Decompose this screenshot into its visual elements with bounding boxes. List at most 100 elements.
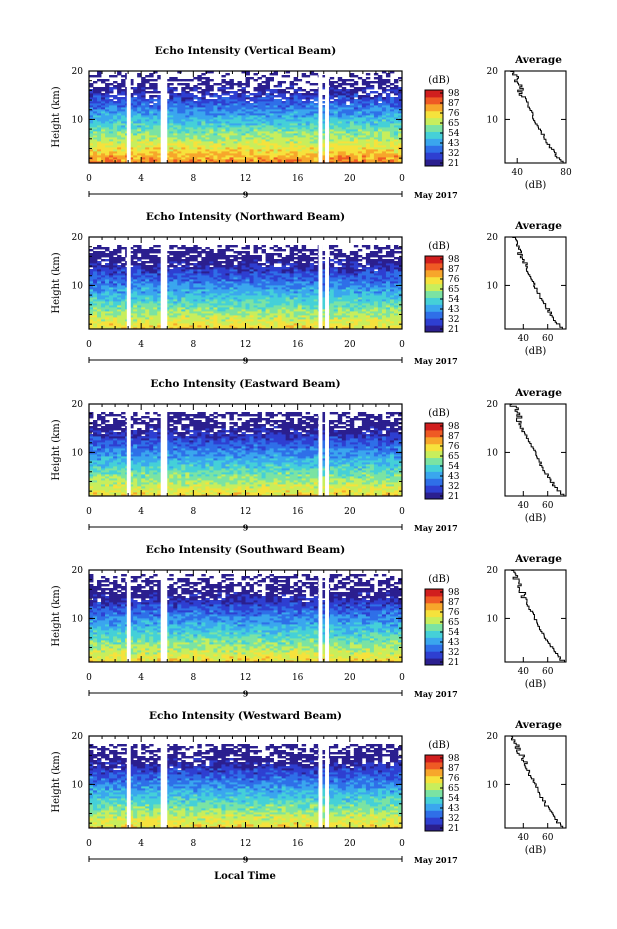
heatmap-cell [165,89,170,92]
heatmap-cell [261,89,266,92]
heatmap-cell [229,101,234,104]
heatmap-cell [301,153,307,156]
heatmap-cell [305,113,311,116]
heatmap-cell [173,97,178,100]
heatmap-cell [133,121,138,124]
heatmap-cell [229,153,234,156]
heatmap-cell [209,151,214,154]
heatmap-cell [237,327,242,330]
heatmap-cell [273,153,278,156]
heatmap-cell [173,105,178,108]
heatmap-cell [133,157,138,160]
heatmap-cell [205,119,210,122]
heatmap-cell [277,155,283,158]
heatmap-cell [117,317,122,320]
heatmap-cell [97,103,102,106]
heatmap-cell [373,119,379,122]
heatmap-cell [257,313,262,316]
heatmap-cell [101,153,106,156]
heatmap-cell [389,159,395,162]
heatmap-cell [121,129,126,132]
heatmap-cell [93,313,98,316]
heatmap-cell [281,317,287,320]
heatmap-cell [265,323,270,326]
heatmap-cell [357,129,363,132]
heatmap-cell [217,155,222,158]
heatmap-cell [109,89,114,92]
heatmap-cell [261,81,266,84]
heatmap-cell [297,101,303,104]
heatmap-cell [89,115,94,118]
heatmap-cell [385,157,391,160]
heatmap-cell [369,151,375,154]
colorbar-tick-label: 87 [448,99,460,109]
heatmap-cell [141,143,146,146]
heatmap-cell [277,121,283,124]
heatmap-cell [197,327,202,330]
heatmap-cell [197,323,202,326]
heatmap-cell [133,97,138,100]
heatmap-cell [221,93,226,96]
heatmap-cell [233,135,238,138]
heatmap-cell [269,109,274,112]
heatmap-cell [349,153,355,156]
heatmap-cell [157,119,162,122]
heatmap-cell [321,151,327,154]
heatmap-cell [353,101,359,104]
heatmap-cell [109,319,114,322]
heatmap-cell [225,147,230,150]
heatmap-cell [121,105,126,108]
heatmap-cell [149,107,154,110]
heatmap-cell [281,139,287,142]
heatmap-cell [361,111,367,114]
heatmap-cell [321,153,327,156]
heatmap-cell [397,123,403,126]
colorbar-swatch [425,110,443,119]
heatmap-cell [365,313,371,316]
heatmap-cell [137,141,142,144]
heatmap-cell [173,151,178,154]
heatmap-cell [313,89,319,92]
heatmap-cell [169,325,174,328]
heatmap-cell [189,155,194,158]
heatmap-cell [97,93,102,96]
heatmap-cell [201,115,206,118]
heatmap-cell [377,107,383,110]
heatmap-cell [393,109,399,112]
heatmap-cell [345,89,351,92]
heatmap-cell [217,313,222,316]
heatmap-cell [393,121,399,124]
heatmap-cell [229,145,234,148]
heatmap-cell [349,327,355,330]
heatmap-cell [189,89,194,92]
heatmap-cell [237,153,242,156]
heatmap-cell [345,121,351,124]
heatmap-cell [165,103,170,106]
heatmap-cell [253,325,258,328]
heatmap-cell [349,133,355,136]
heatmap-cell [393,87,399,90]
heatmap-cell [293,95,299,98]
heatmap-cell [357,101,363,104]
heatmap-cell [393,317,399,320]
heatmap-cell [141,117,146,120]
heatmap-cell [97,123,102,126]
heatmap-cell [269,131,274,134]
heatmap-cell [381,323,387,326]
heatmap-cell [305,107,311,110]
heatmap-cell [113,103,118,106]
heatmap-cell [109,149,114,152]
heatmap-cell [249,123,254,126]
heatmap-cell [365,129,371,132]
heatmap-cell [341,161,347,164]
heatmap-cell [249,103,254,106]
heatmap-cell [357,159,363,162]
heatmap-cell [141,147,146,150]
heatmap-cell [349,325,355,328]
heatmap-cell [361,79,367,82]
heatmap-cell [169,141,174,144]
heatmap-cell [141,141,146,144]
heatmap-cell [361,103,367,106]
heatmap-cell [285,323,291,326]
heatmap-cell [293,151,299,154]
